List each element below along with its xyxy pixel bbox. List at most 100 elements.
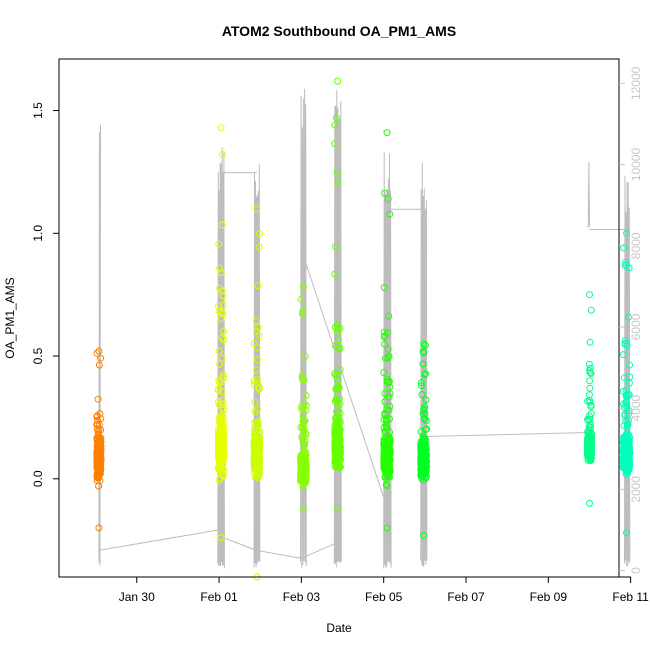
data-point xyxy=(299,412,307,420)
data-point xyxy=(254,324,262,331)
data-point xyxy=(94,416,101,424)
data-point xyxy=(331,447,339,454)
data-point xyxy=(420,340,428,348)
data-point xyxy=(94,395,102,403)
data-point xyxy=(95,449,103,457)
data-point xyxy=(420,415,428,423)
data-point xyxy=(423,425,430,433)
data-point xyxy=(253,317,261,325)
data-point xyxy=(97,354,105,362)
data-point xyxy=(219,422,227,430)
data-point xyxy=(421,403,429,411)
y-tick-label: 0.0 xyxy=(31,470,45,487)
data-point xyxy=(381,455,388,463)
data-point xyxy=(384,444,392,452)
data-point xyxy=(419,452,427,460)
data-point xyxy=(93,349,101,357)
data-point xyxy=(95,453,103,461)
data-point xyxy=(217,124,225,132)
data-point xyxy=(218,460,226,468)
data-point xyxy=(382,423,390,431)
data-point xyxy=(418,472,426,480)
scatter-series xyxy=(250,205,264,581)
x-tick-label: Feb 01 xyxy=(200,590,238,604)
data-point xyxy=(220,327,228,335)
data-point xyxy=(255,243,263,251)
data-point xyxy=(620,454,627,462)
data-point xyxy=(384,459,392,467)
data-point xyxy=(587,403,595,411)
data-point xyxy=(251,456,259,464)
data-point xyxy=(422,417,430,424)
data-point xyxy=(215,240,223,248)
x-tick-label: Feb 09 xyxy=(530,590,568,604)
altitude-connector xyxy=(424,431,590,438)
data-point xyxy=(334,376,342,384)
altitude-connector xyxy=(256,549,302,559)
data-point xyxy=(384,450,391,458)
data-point xyxy=(418,440,426,448)
data-point xyxy=(331,432,339,440)
secondary-y-tick-label: 2000 xyxy=(629,476,643,503)
data-point xyxy=(253,448,261,456)
data-point xyxy=(587,436,595,443)
altitude-line-segment xyxy=(253,164,261,568)
data-point xyxy=(94,470,102,478)
data-point xyxy=(384,329,392,337)
data-point xyxy=(625,416,632,424)
x-tick-label: Jan 30 xyxy=(119,590,155,604)
data-point xyxy=(334,504,342,512)
y-tick-label: 1.0 xyxy=(31,225,45,242)
data-point xyxy=(94,452,102,460)
data-point xyxy=(336,419,344,427)
data-point xyxy=(332,386,340,393)
data-point xyxy=(333,440,341,448)
data-point xyxy=(253,366,261,374)
data-point xyxy=(331,370,339,378)
scatter-series xyxy=(331,77,344,512)
data-point xyxy=(301,352,309,360)
data-point xyxy=(219,301,227,309)
data-point xyxy=(254,452,262,460)
data-point xyxy=(250,340,258,347)
data-point xyxy=(385,352,393,360)
data-point xyxy=(334,452,342,460)
data-point xyxy=(417,382,425,390)
data-point xyxy=(383,460,391,468)
data-point xyxy=(217,459,225,467)
data-point xyxy=(585,391,593,399)
data-point xyxy=(623,444,630,452)
altitude-line-segment xyxy=(98,124,101,566)
data-point xyxy=(300,418,308,426)
data-point xyxy=(381,340,388,348)
data-point xyxy=(333,321,341,329)
data-point xyxy=(417,379,425,387)
data-point xyxy=(419,360,427,368)
data-point xyxy=(216,451,224,458)
data-point xyxy=(586,384,594,392)
data-point xyxy=(623,229,630,237)
data-point xyxy=(300,376,308,384)
altitude-line-segment xyxy=(300,88,307,568)
altitude-line-segment xyxy=(420,162,428,567)
data-point xyxy=(95,524,103,532)
secondary-y-tick-label: 4000 xyxy=(629,394,643,421)
data-point xyxy=(218,396,226,404)
data-point xyxy=(214,385,222,393)
data-point xyxy=(94,473,102,480)
data-point xyxy=(385,469,393,477)
data-point xyxy=(97,415,105,423)
data-point xyxy=(254,420,262,428)
data-point xyxy=(298,371,306,379)
data-point xyxy=(336,409,344,417)
data-point xyxy=(215,302,222,310)
chart-title: ATOM2 Southbound OA_PM1_AMS xyxy=(222,23,456,39)
data-point xyxy=(301,470,309,478)
data-point xyxy=(622,448,630,456)
data-point xyxy=(418,470,426,478)
data-point xyxy=(384,465,392,473)
data-point xyxy=(215,347,223,355)
secondary-line-layer xyxy=(98,88,631,569)
data-point xyxy=(584,441,592,448)
x-tick-label: Feb 11 xyxy=(612,590,649,604)
